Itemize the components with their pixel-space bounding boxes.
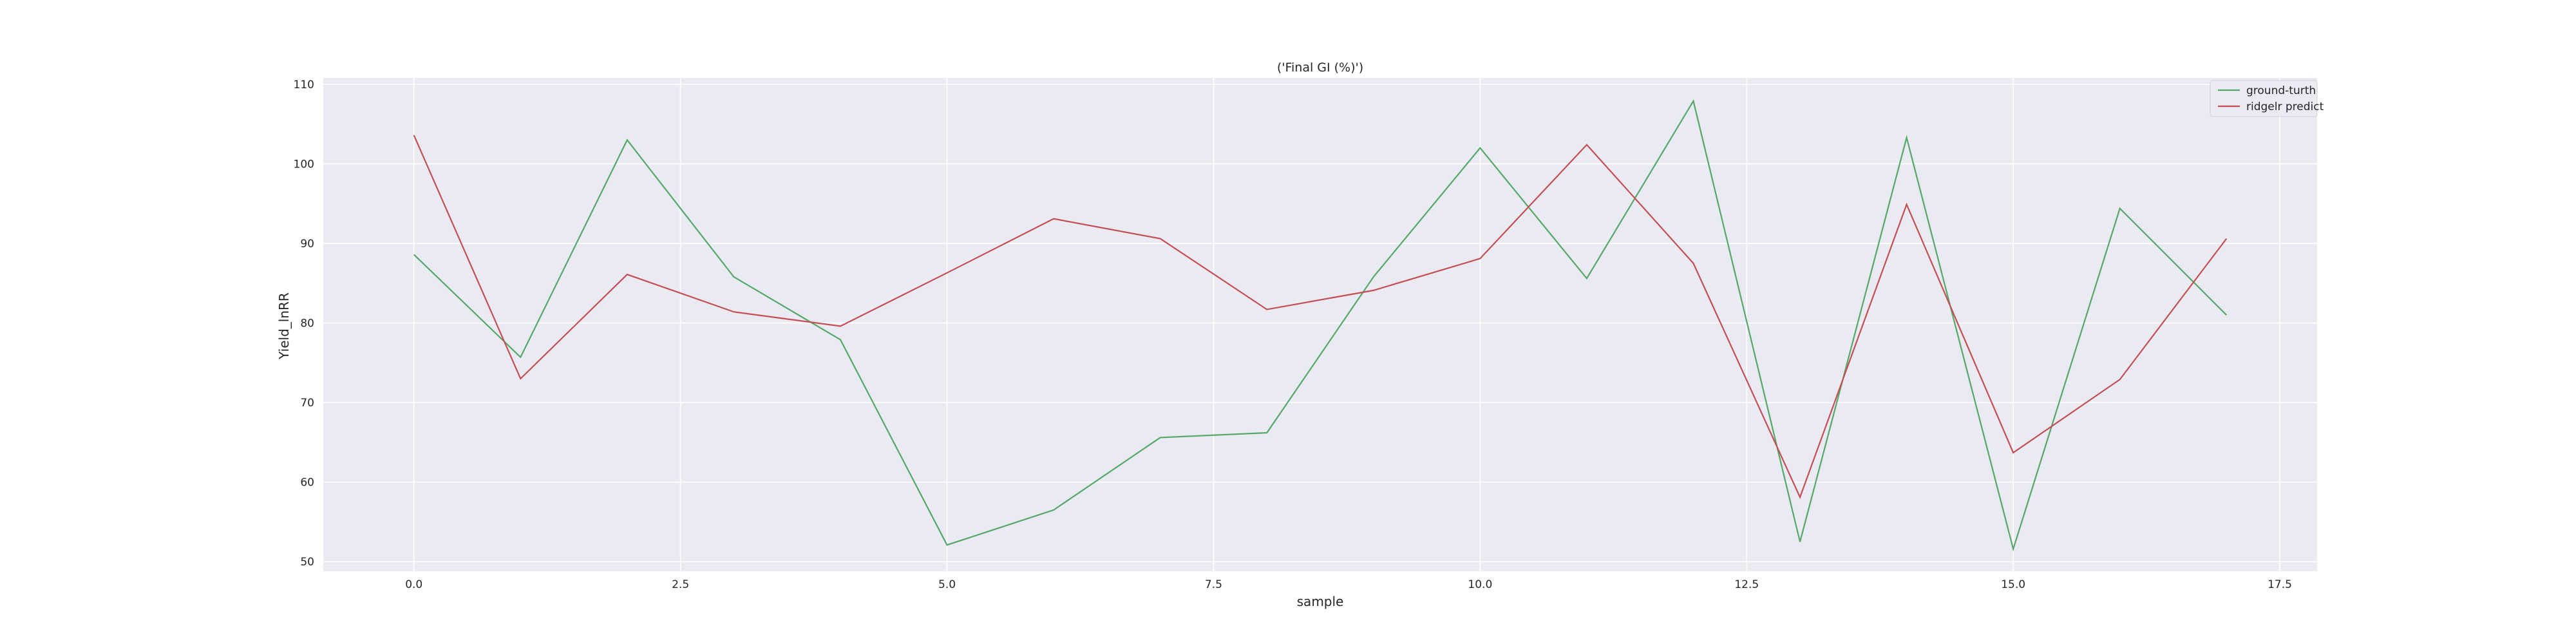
y-tick-label: 50	[300, 556, 314, 569]
x-tick-label: 15.0	[2001, 578, 2025, 591]
y-tick-label: 70	[300, 397, 314, 410]
chart-title: ('Final GI (%)')	[1277, 61, 1363, 75]
legend-label-ridgelr-predict: ridgelr predict	[2246, 100, 2324, 113]
y-tick-label: 60	[300, 477, 314, 489]
y-tick-label: 100	[294, 158, 314, 171]
y-tick-label: 90	[300, 238, 314, 251]
x-tick-label: 7.5	[1205, 578, 1222, 591]
y-tick-label: 110	[294, 79, 314, 91]
grid	[323, 78, 2317, 571]
legend: ground-turth ridgelr predict	[2210, 80, 2324, 117]
y-axis-label: Yield_lnRR	[276, 292, 292, 360]
plot-background	[323, 78, 2317, 571]
x-tick-label: 10.0	[1468, 578, 1492, 591]
x-axis-ticks: 0.0 2.5 5.0 7.5 10.0 12.5 15.0 17.5	[405, 578, 2292, 591]
y-axis-ticks: 50 60 70 80 90 100 110	[294, 79, 314, 569]
x-tick-label: 17.5	[2268, 578, 2292, 591]
legend-label-ground-turth: ground-turth	[2246, 84, 2316, 97]
x-tick-label: 2.5	[672, 578, 689, 591]
series-line-ground-turth	[413, 99, 2228, 552]
series-line-ridgelr-predict	[413, 135, 2228, 500]
x-tick-label: 5.0	[938, 578, 956, 591]
series-layer	[413, 99, 2228, 552]
x-axis-label: sample	[1297, 594, 1344, 609]
y-tick-label: 80	[300, 317, 314, 330]
x-tick-label: 0.0	[405, 578, 422, 591]
x-tick-label: 12.5	[1734, 578, 1759, 591]
